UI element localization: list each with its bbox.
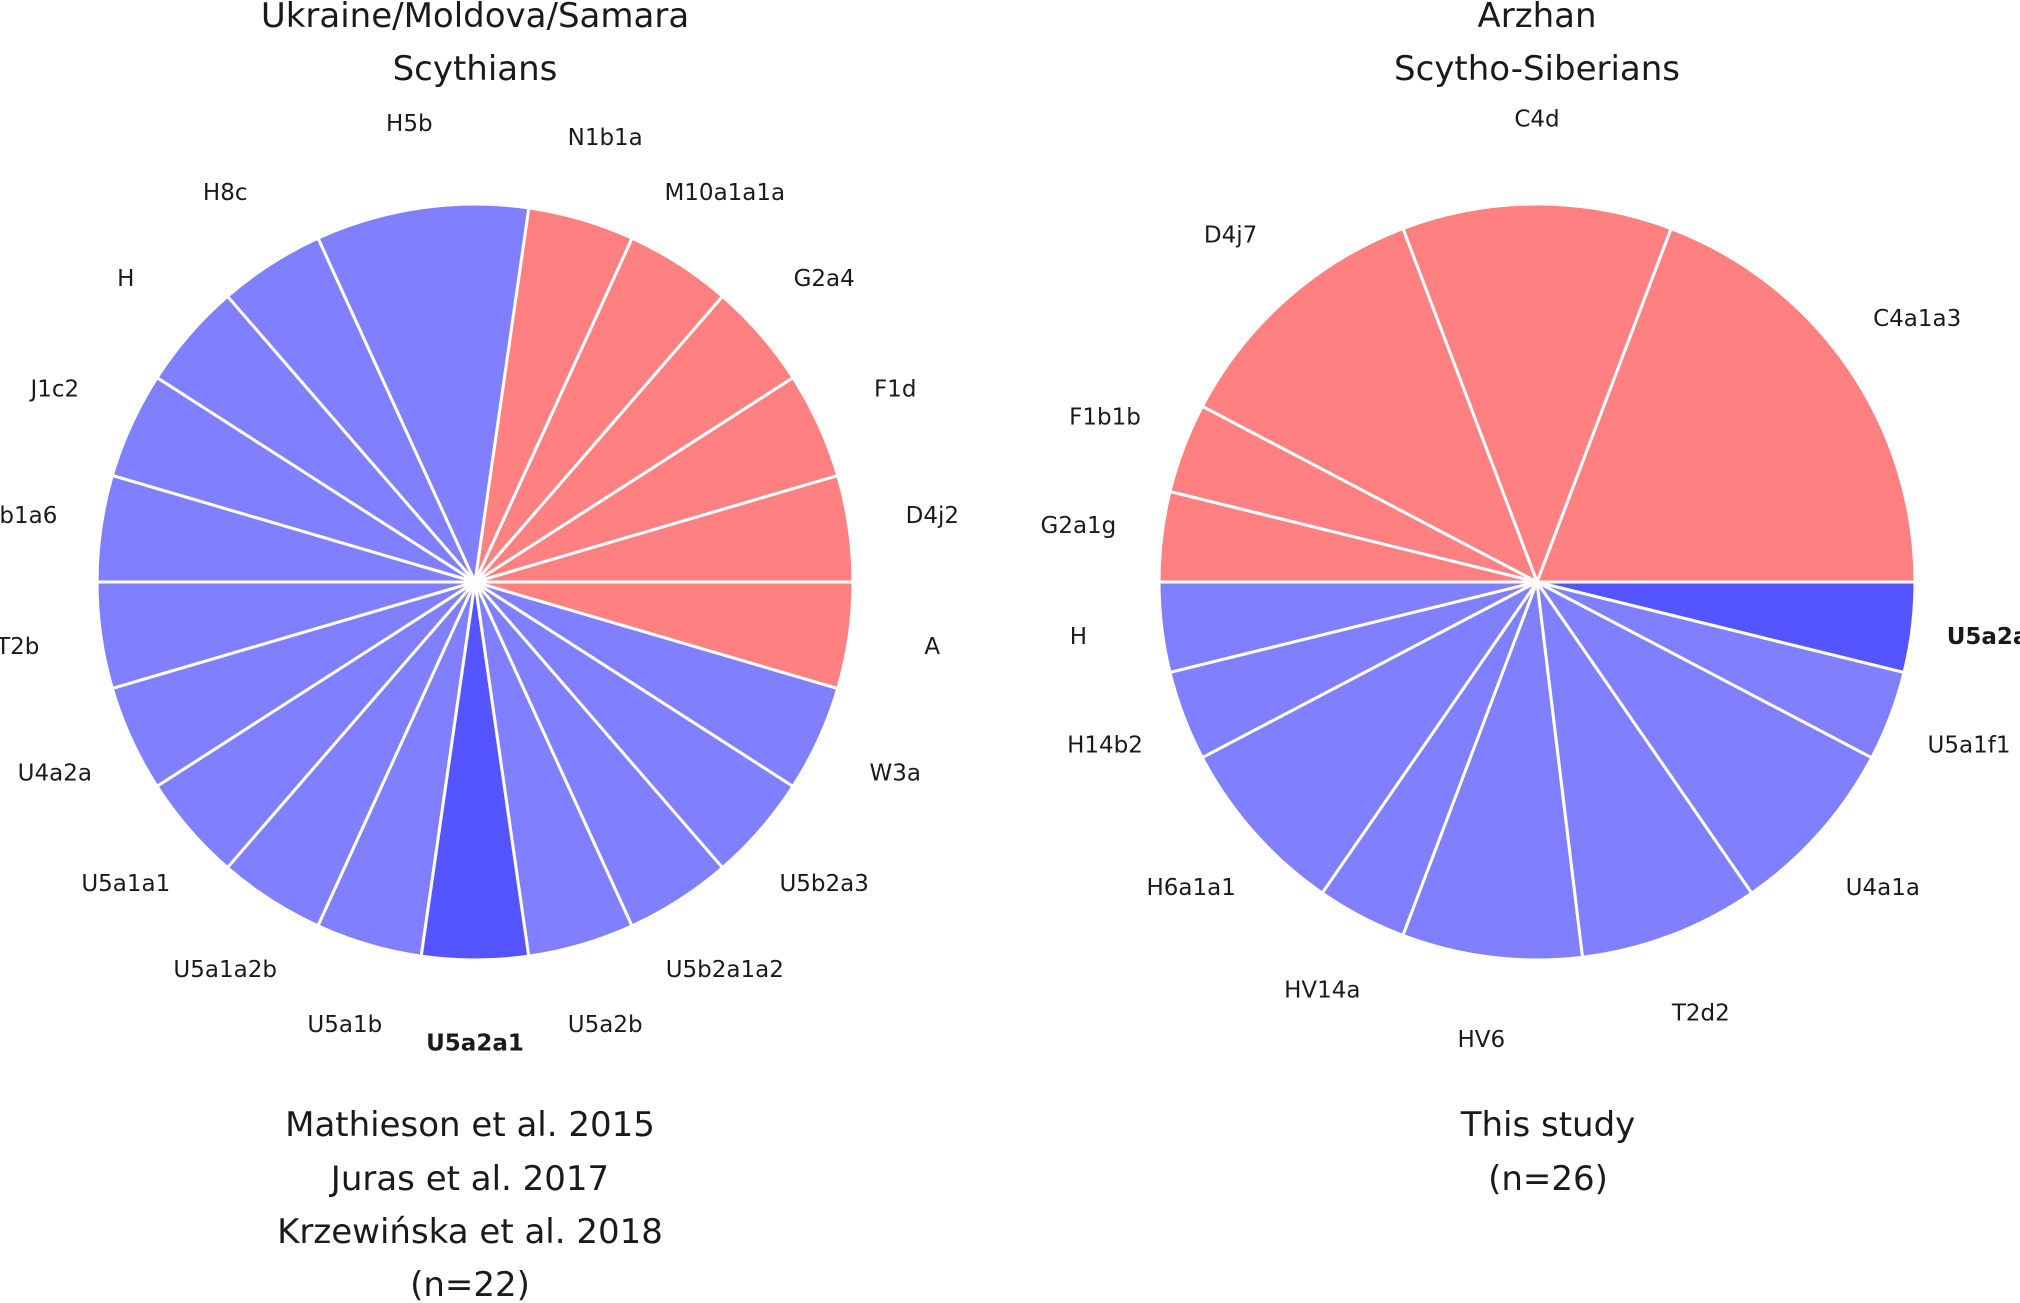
- pie-slice-t2d2: [1535, 581, 1754, 959]
- slice-label-u4a1a: U4a1a: [1846, 875, 1920, 901]
- chart-title-line-2: Scytho-Siberians: [1394, 49, 1680, 89]
- scytho-siberians-pie-chart: Arzhan Scytho-Siberians C4a1a3 C4d D4j7 F1b…: [1041, 0, 2020, 1199]
- pie-slice-c4a1a3: [1534, 226, 1917, 584]
- slice-label-u5a1f1: U5a1f1: [1928, 732, 2011, 758]
- chart-caption-line-3: Krzewińska et al. 2018: [277, 1212, 663, 1252]
- slice-label-a: A: [924, 634, 940, 660]
- pie-slices: [95, 202, 855, 962]
- slice-label-n1b1a: N1b1a: [568, 125, 643, 151]
- slice-label-u5a2b: U5a2b: [568, 1012, 643, 1038]
- slice-label-hv6: HV6: [1457, 1027, 1505, 1053]
- slice-label-h14b2: H14b2: [1067, 732, 1143, 758]
- slice-label-h5b: H5b: [386, 111, 433, 137]
- slice-label-g2a1g: G2a1g: [1041, 513, 1117, 539]
- chart-title-line-1: Ukraine/Moldova/Samara: [261, 0, 689, 36]
- pie-slice-d4j7: [1200, 226, 1540, 586]
- slice-label-u5a1a2b: U5a1a2b: [173, 957, 277, 983]
- slice-label-f1b1b: F1b1b: [1069, 405, 1141, 431]
- chart-caption-line-2: (n=26): [1488, 1159, 1608, 1199]
- slice-label-t2b: T2b: [0, 634, 39, 660]
- pie-slice-h6a1a1: [1200, 580, 1539, 896]
- slice-label-h8c: H8c: [203, 180, 248, 206]
- chart-title-line-1: Arzhan: [1477, 0, 1596, 36]
- slice-label-t2d2: T2d2: [1671, 1001, 1730, 1027]
- slice-labels: C4a1a3 C4d D4j7 F1b1b G2a1g H H14b2 H6a1a1 HV14a…: [1041, 107, 2020, 1054]
- chart-caption-line-4: (n=22): [410, 1265, 530, 1303]
- pie-slices: [1157, 202, 1917, 962]
- slice-label-j2b1a6: J2b1a6: [0, 503, 57, 529]
- slice-label-f1d: F1d: [874, 377, 916, 403]
- slice-label-u4a2a: U4a2a: [18, 760, 92, 786]
- slice-label-m10a1a1a: M10a1a1a: [664, 180, 785, 206]
- slice-label-g2a4: G2a4: [794, 266, 855, 292]
- slice-label-u5b2a3: U5b2a3: [779, 871, 868, 897]
- slice-label-h6a1a1: H6a1a1: [1147, 875, 1236, 901]
- slice-label-c4d: C4d: [1514, 107, 1559, 133]
- slice-labels: D4j2 F1d G2a4 M10a1a1a N1b1a H5b H8c H J1c2 J2b1a…: [0, 111, 959, 1056]
- chart-title-line-2: Scythians: [393, 49, 558, 89]
- slice-label-j1c2: J1c2: [28, 377, 79, 403]
- slice-label-d4j7: D4j7: [1204, 223, 1257, 249]
- slice-label-h: H: [117, 266, 134, 292]
- slice-label-hv14a: HV14a: [1284, 978, 1360, 1004]
- chart-caption-line-2: Juras et al. 2017: [329, 1159, 609, 1199]
- slice-label-u5a1b: U5a1b: [307, 1012, 382, 1038]
- slice-label-u5a2a1: U5a2a1: [1947, 624, 2020, 650]
- slice-label-u5b2a1a2: U5b2a1a2: [666, 957, 784, 983]
- slice-label-u5a2a1: U5a2a1: [426, 1031, 524, 1057]
- slice-label-h: H: [1070, 624, 1087, 650]
- pie-slice-h5b: [315, 202, 531, 588]
- pie-slice-u5a2a1: [1536, 580, 1917, 675]
- slice-label-w3a: W3a: [869, 760, 920, 786]
- pie-slice-c4d: [1401, 202, 1673, 587]
- chart-caption-line-1: Mathieson et al. 2015: [285, 1105, 655, 1145]
- slice-label-d4j2: D4j2: [906, 503, 959, 529]
- chart-caption-line-1: This study: [1460, 1105, 1636, 1145]
- pie-slice-u4a1a: [1535, 580, 1874, 896]
- slice-label-u5a1a1: U5a1a1: [81, 871, 170, 897]
- slice-label-c4a1a3: C4a1a3: [1873, 306, 1961, 332]
- pie-slice-hv6: [1401, 581, 1585, 962]
- scythians-pie-chart: Ukraine/Moldova/Samara Scythians D4j2 F1d…: [0, 0, 959, 1303]
- pie-slice-a: [474, 580, 855, 691]
